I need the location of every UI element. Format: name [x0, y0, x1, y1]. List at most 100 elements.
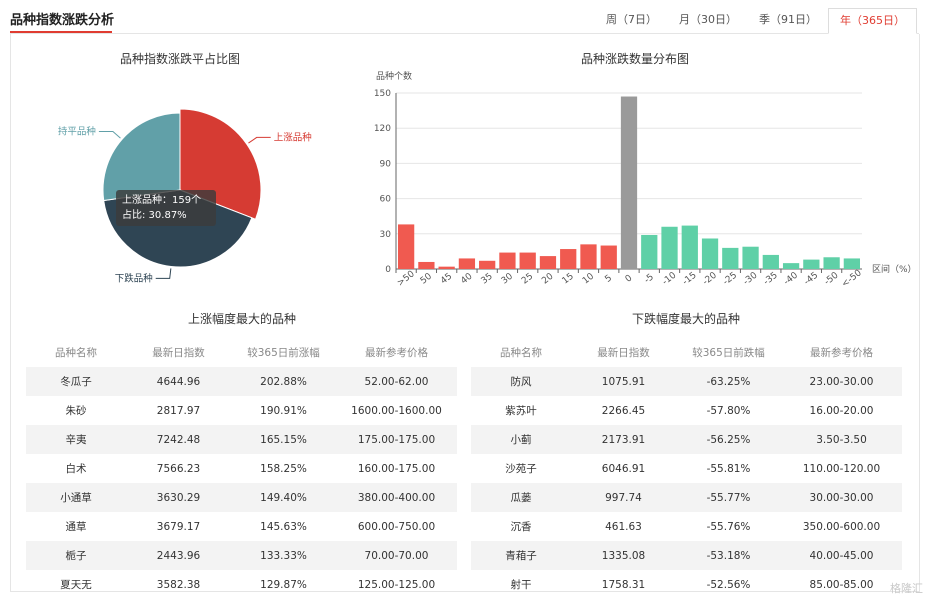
period-tab-2[interactable]: 季（91日） [759, 13, 817, 26]
bar-3[interactable] [458, 258, 476, 269]
bar-22[interactable] [843, 258, 860, 269]
table-cell: 23.00-30.00 [781, 367, 902, 396]
table-cell: 145.63% [260, 520, 307, 533]
bar-19[interactable] [782, 263, 800, 269]
x-axis-label: 区间（%） [872, 263, 917, 275]
bar-4[interactable] [479, 260, 496, 269]
x-tick-label-2: 45 [439, 272, 454, 287]
table-row[interactable]: 白术 7566.23 158.25% 160.00-175.00 [26, 454, 457, 483]
table-row[interactable]: 防风 1075.91 -63.25% 23.00-30.00 [471, 367, 902, 396]
table-row[interactable]: 小通草 3630.29 149.40% 380.00-400.00 [26, 483, 457, 512]
table-cell: 沉香 [510, 521, 532, 533]
bar-18[interactable] [762, 254, 779, 269]
table-cell: 16.00-20.00 [809, 404, 874, 417]
y-tick-label-5: 150 [374, 89, 391, 99]
table-cell: 461.63 [605, 520, 642, 533]
table-row[interactable]: 青葙子 1335.08 -53.18% 40.00-45.00 [471, 541, 902, 570]
x-tick-label-3: 40 [459, 271, 474, 286]
bar-7[interactable] [539, 256, 557, 269]
title-underline [10, 31, 112, 33]
x-tick-label-8: 15 [561, 272, 576, 287]
content-frame [10, 34, 920, 592]
table-row[interactable]: 沉香 461.63 -55.76% 350.00-600.00 [471, 512, 902, 541]
x-tick-label-14: -15 [681, 271, 699, 288]
column-header: 最新日指数 [597, 347, 650, 359]
table-cell: 350.00-600.00 [802, 520, 881, 533]
table-cell: 3630.29 [126, 483, 231, 512]
period-tab-1[interactable]: 月（30日） [679, 13, 737, 26]
bar-11[interactable] [620, 96, 638, 269]
x-tick-label-12: -5 [643, 272, 656, 285]
bar-15[interactable] [701, 238, 719, 269]
table-cell: 夏天无 [60, 579, 92, 591]
x-tick-label-7: 20 [540, 271, 555, 286]
bar-13[interactable] [661, 226, 678, 269]
table-row[interactable]: 沙苑子 6046.91 -55.81% 110.00-120.00 [471, 454, 902, 483]
table-cell: 129.87% [260, 578, 307, 591]
table-row[interactable]: 小蓟 2173.91 -56.25% 3.50-3.50 [471, 425, 902, 454]
page-title: 品种指数涨跌分析 [10, 13, 115, 28]
bar-14[interactable] [681, 225, 698, 269]
table-cell: 70.00-70.00 [336, 541, 457, 570]
table-cell: 1758.31 [601, 578, 646, 591]
table-cell: 辛夷 [26, 425, 126, 454]
bar-chart-title: 品种涨跌数量分布图 [580, 52, 689, 66]
period-tab-3[interactable]: 年（365日） [828, 8, 917, 34]
x-tick-label-13: -10 [661, 270, 679, 287]
table-row[interactable]: 冬瓜子 4644.96 202.88% 52.00-62.00 [26, 367, 457, 396]
table-cell: 3679.17 [156, 520, 201, 533]
bar-8[interactable] [560, 249, 577, 269]
x-tick-label-9: 10 [581, 271, 596, 286]
bar-0[interactable] [398, 224, 415, 269]
bar-2[interactable] [438, 266, 455, 269]
table-cell: 2817.97 [156, 404, 201, 417]
period-tab-0[interactable]: 周（7日） [606, 13, 657, 26]
table-row[interactable]: 紫苏叶 2266.45 -57.80% 16.00-20.00 [471, 396, 902, 425]
x-tick-label-21: -50 [823, 270, 841, 287]
table-cell: 997.74 [571, 483, 676, 512]
column-header: 最新参考价格 [365, 347, 428, 359]
table-cell: 1075.91 [571, 367, 676, 396]
table-cell: 通草 [65, 521, 87, 533]
bar-6[interactable] [519, 252, 536, 269]
table-cell: 7242.48 [126, 425, 231, 454]
table-row[interactable]: 朱砂 2817.97 190.91% 1600.00-1600.00 [26, 396, 457, 425]
table-cell: -55.77% [676, 483, 781, 512]
y-tick-label-1: 30 [380, 230, 392, 240]
column-header: 较365日前跌幅 [692, 347, 765, 359]
header: 品种指数涨跌分析 周（7日） 月（30日） 季（91日） 年（365日） [0, 0, 929, 34]
table-row[interactable]: 通草 3679.17 145.63% 600.00-750.00 [26, 512, 457, 541]
bar-9[interactable] [580, 244, 597, 269]
table-cell: 冬瓜子 [26, 367, 126, 396]
bar-17[interactable] [742, 246, 759, 269]
table-row[interactable]: 夏天无 3582.38 129.87% 125.00-125.00 [26, 570, 457, 599]
table-row[interactable]: 射干 1758.31 -52.56% 85.00-85.00 [471, 570, 902, 599]
bar-5[interactable] [499, 252, 516, 269]
table-cell: 2173.91 [571, 425, 676, 454]
bar-12[interactable] [641, 234, 658, 269]
table-row[interactable]: 栀子 2443.96 133.33% 70.00-70.00 [26, 541, 457, 570]
table-cell: 小蓟 [471, 425, 571, 454]
pie-tooltip: 上涨品种：159个 占比: 30.87% [116, 190, 216, 226]
bar-21[interactable] [823, 257, 840, 269]
table-cell: 青葙子 [471, 541, 571, 570]
x-tick-label-11: 0 [624, 273, 635, 285]
pie-label-line-2 [98, 131, 121, 139]
table-row[interactable]: 辛夷 7242.48 165.15% 175.00-175.00 [26, 425, 457, 454]
table-cell: -63.25% [676, 367, 781, 396]
bar-20[interactable] [803, 259, 820, 269]
x-tick-label-22: <-50 [840, 268, 864, 290]
table-row[interactable]: 瓜蒌 997.74 -55.77% 30.00-30.00 [471, 483, 902, 512]
pie-slice-2[interactable] [102, 112, 181, 202]
y-tick-label-2: 60 [380, 195, 392, 205]
table-cell: 瓜蒌 [471, 483, 571, 512]
bar-1[interactable] [418, 261, 435, 269]
table-cell: 沙苑子 [505, 463, 537, 475]
bar-10[interactable] [600, 245, 617, 269]
bar-16[interactable] [722, 247, 739, 269]
table-cell: 小通草 [26, 483, 126, 512]
y-axis-label: 品种个数 [376, 70, 412, 82]
table-cell: 紫苏叶 [505, 405, 537, 417]
